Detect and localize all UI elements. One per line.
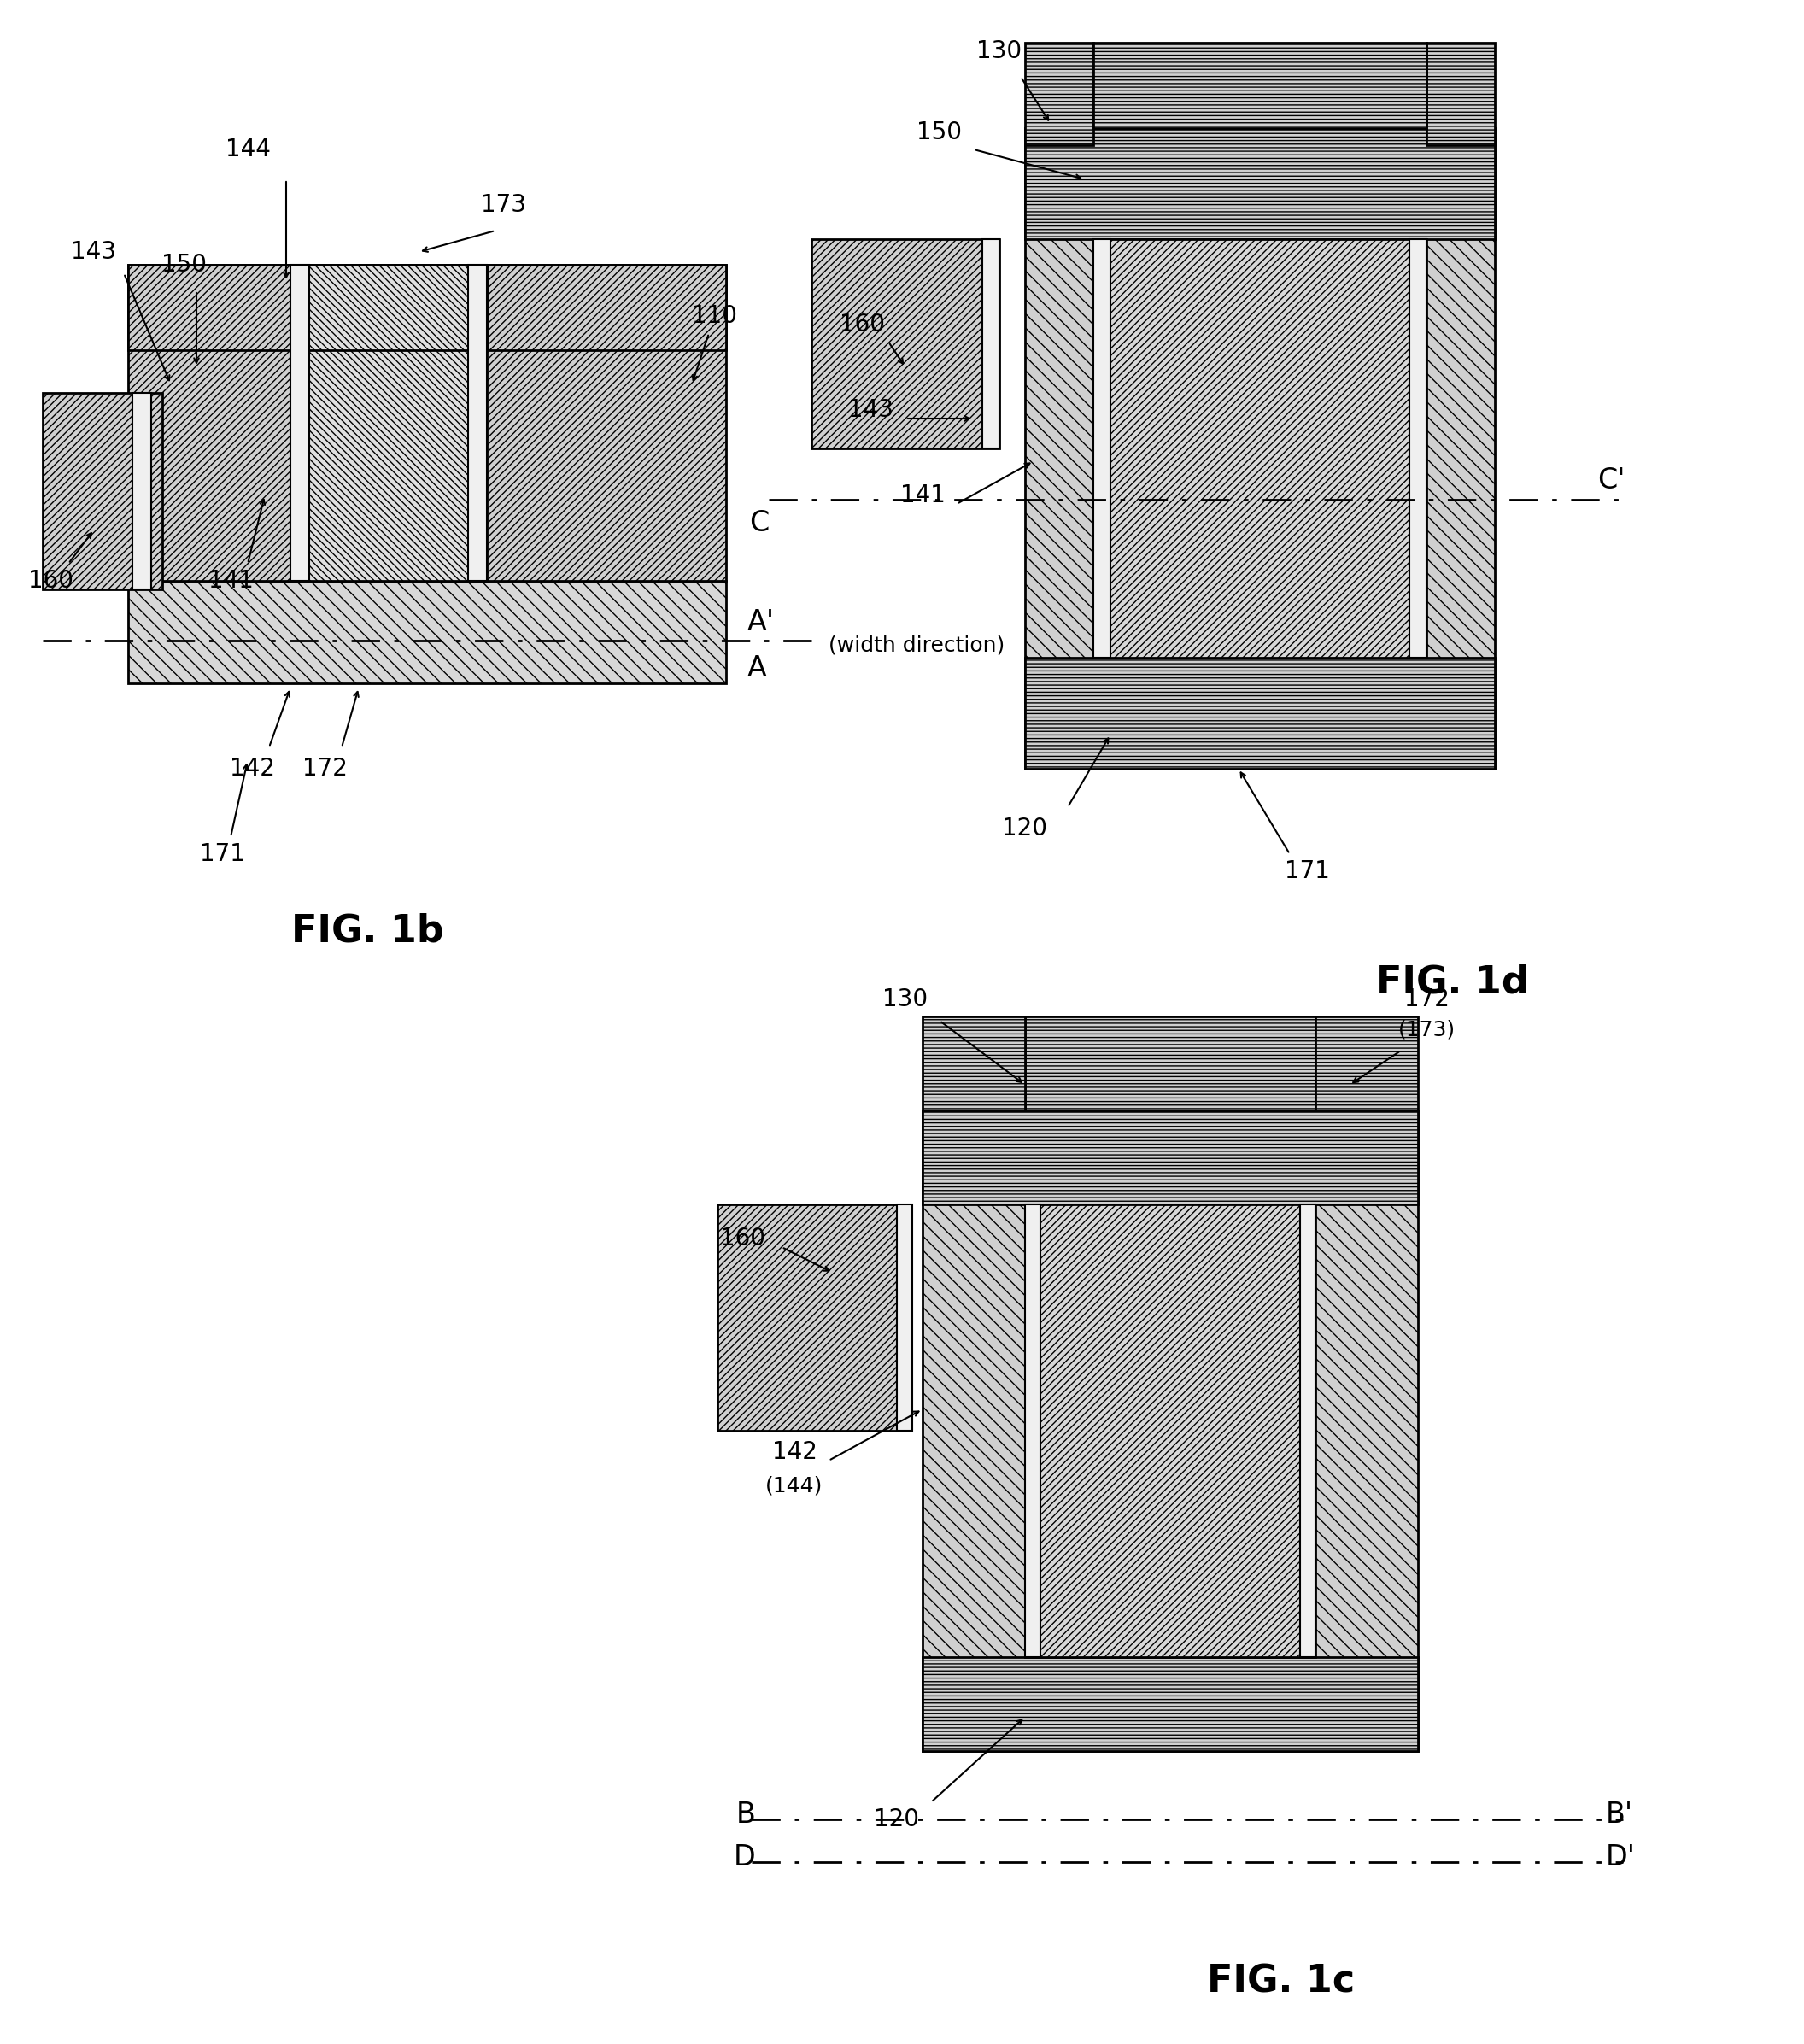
Text: FIG. 1b: FIG. 1b	[290, 914, 444, 948]
Bar	[1093, 43, 1427, 129]
Text: 142: 142	[229, 756, 274, 781]
Text: B': B'	[1606, 1801, 1633, 1829]
Text: 160: 160	[720, 1226, 765, 1251]
Bar	[128, 266, 725, 350]
Text: 130: 130	[882, 987, 927, 1012]
Text: 173: 173	[482, 192, 527, 217]
Text: 160: 160	[841, 313, 886, 337]
Bar	[128, 266, 725, 580]
Text: A': A'	[747, 607, 776, 636]
Bar	[299, 556, 469, 580]
Text: C: C	[749, 509, 769, 538]
Bar	[922, 1016, 1025, 1110]
Text: 141: 141	[207, 568, 253, 593]
Bar	[1301, 1204, 1315, 1658]
Bar	[128, 580, 725, 683]
Bar	[922, 1658, 1418, 1752]
Text: C': C'	[1597, 466, 1625, 495]
Bar	[299, 533, 469, 556]
Text: D: D	[734, 1844, 756, 1872]
Text: 143: 143	[72, 239, 117, 264]
Bar	[897, 1204, 913, 1431]
Text: B: B	[736, 1801, 756, 1829]
Bar	[922, 1110, 1418, 1204]
Text: (173): (173)	[1398, 1020, 1456, 1040]
Bar	[1025, 1204, 1315, 1658]
Text: 142: 142	[772, 1441, 817, 1464]
Bar	[1025, 129, 1496, 239]
Bar	[290, 266, 487, 580]
Text: A: A	[747, 654, 767, 683]
Bar	[1315, 1016, 1418, 1110]
Text: (width direction): (width direction)	[828, 634, 1005, 656]
Bar	[1025, 43, 1093, 145]
Bar	[290, 266, 308, 580]
Bar	[718, 1204, 906, 1431]
Bar	[1427, 43, 1496, 145]
Bar	[922, 1110, 1418, 1752]
Text: FIG. 1d: FIG. 1d	[1376, 965, 1528, 1002]
Bar	[1025, 1204, 1041, 1658]
Text: 110: 110	[693, 305, 738, 327]
Text: 144: 144	[226, 137, 271, 161]
Bar	[1093, 239, 1427, 658]
Bar	[812, 239, 999, 448]
Text: 150: 150	[161, 253, 206, 276]
Bar	[1409, 239, 1427, 658]
Text: 120: 120	[1003, 816, 1048, 840]
Text: 120: 120	[875, 1807, 920, 1831]
Text: 172: 172	[1404, 987, 1449, 1012]
Bar	[1025, 658, 1496, 769]
Text: (144): (144)	[765, 1476, 823, 1496]
Bar	[290, 266, 487, 350]
Bar	[1025, 129, 1496, 769]
Bar	[983, 239, 999, 448]
Text: 141: 141	[900, 484, 945, 507]
Text: 130: 130	[976, 39, 1023, 63]
Text: 143: 143	[848, 399, 895, 421]
Text: FIG. 1c: FIG. 1c	[1207, 1964, 1355, 1999]
Text: 171: 171	[200, 842, 245, 867]
Text: D': D'	[1606, 1844, 1636, 1872]
Bar	[43, 392, 162, 589]
Text: 160: 160	[29, 568, 74, 593]
Text: 171: 171	[1284, 858, 1330, 883]
Text: 150: 150	[916, 121, 962, 145]
Bar	[467, 266, 487, 580]
Bar	[1093, 239, 1111, 658]
Bar	[1025, 1016, 1315, 1110]
Bar	[132, 392, 152, 589]
Text: 172: 172	[301, 756, 346, 781]
